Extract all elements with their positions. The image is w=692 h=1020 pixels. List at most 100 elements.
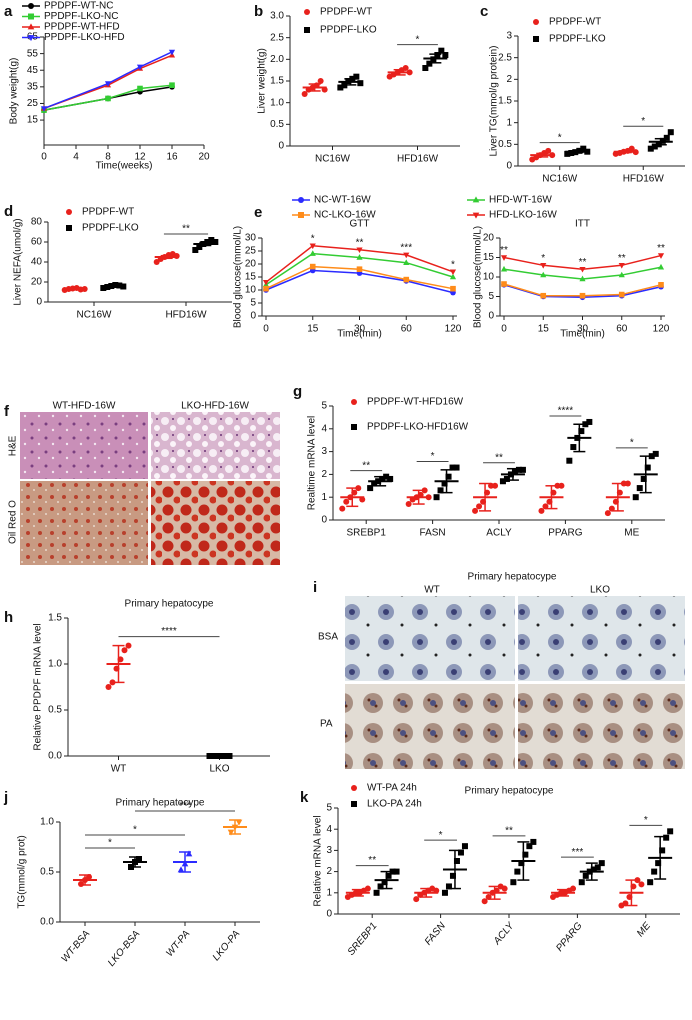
data-point <box>608 505 615 512</box>
data-point <box>578 428 585 435</box>
data-point <box>403 276 410 283</box>
legend-label: LKO-PA 24h <box>367 799 422 810</box>
data-point <box>586 418 593 425</box>
data-point <box>530 838 537 845</box>
legend-label: PPDPF-WT <box>82 207 134 218</box>
significance: * <box>311 233 315 244</box>
image-title: Primary hepatocype <box>468 572 557 583</box>
x-tick-label: FASN <box>423 920 449 948</box>
data-point <box>442 52 449 58</box>
y-tick-label: 0 <box>326 909 332 920</box>
x-tick-label: 15 <box>538 324 550 335</box>
data-point <box>227 829 235 836</box>
x-axis-label: Time(min) <box>337 329 382 340</box>
significance: * <box>541 253 545 264</box>
x-axis-label: Time(min) <box>560 329 605 340</box>
micrograph <box>345 684 515 769</box>
significance: * <box>133 825 137 836</box>
significance: * <box>416 34 420 45</box>
y-tick-label: 4 <box>326 824 332 835</box>
y-tick-label: 60 <box>31 237 43 248</box>
x-tick-label: 0 <box>263 324 269 335</box>
x-tick-label: WT <box>111 764 127 775</box>
data-point <box>580 145 587 152</box>
data-point <box>339 505 346 512</box>
column-label: LKO <box>590 585 610 596</box>
data-point <box>356 247 363 254</box>
chart-title: Primary hepatocype <box>465 786 554 797</box>
legend-marker <box>28 3 34 9</box>
data-point <box>640 475 647 482</box>
y-tick-label: 0.5 <box>48 705 62 716</box>
x-tick-label: 0 <box>41 152 47 163</box>
data-point <box>413 896 420 903</box>
data-point <box>137 85 143 92</box>
x-tick-label: NC16W <box>542 174 578 185</box>
significance: ** <box>618 253 626 264</box>
data-point <box>492 482 499 489</box>
micrograph <box>345 596 515 681</box>
data-point <box>434 52 441 58</box>
data-point <box>500 255 508 261</box>
y-tick-label: 5 <box>321 401 327 412</box>
chart-title: ITT <box>575 219 590 230</box>
data-point <box>618 271 625 278</box>
legend-label: PPDPF-LKO <box>549 34 606 45</box>
legend-marker <box>351 785 357 791</box>
x-tick-label: LKO-BSA <box>106 928 143 969</box>
x-tick-label: 20 <box>198 152 210 163</box>
panel-letter: a <box>4 3 13 20</box>
legend-label: PPDPF-WT-HFD <box>44 22 120 33</box>
data-point <box>196 244 203 250</box>
significance: ** <box>657 243 665 254</box>
data-point <box>579 292 586 299</box>
y-tick-label: 0 <box>506 161 512 172</box>
y-tick-label: 0 <box>36 297 42 308</box>
y-tick-label: 1.0 <box>270 97 284 108</box>
y-tick-label: 40 <box>31 257 43 268</box>
data-point <box>624 480 631 487</box>
x-tick-label: ME <box>624 528 639 539</box>
chart-title: Primary hepatocype <box>116 798 205 809</box>
data-point <box>570 444 577 451</box>
data-point <box>379 475 386 482</box>
x-tick-label: LKO-PA <box>211 928 243 963</box>
x-tick-label: 120 <box>445 324 462 335</box>
y-tick-label: 1.0 <box>48 659 62 670</box>
column-label: LKO-HFD-16W <box>181 401 249 412</box>
panel-letter: j <box>3 789 8 806</box>
data-point <box>136 856 142 862</box>
y-axis-label: Realtime mRNA level <box>307 416 318 510</box>
legend-label: PPDPF-WT-NC <box>44 1 113 12</box>
series-line <box>43 84 173 111</box>
data-point <box>663 134 670 141</box>
data-point <box>262 279 270 286</box>
y-tick-label: 10 <box>245 285 257 296</box>
data-point <box>40 106 48 112</box>
data-point <box>433 494 440 501</box>
y-tick-label: 10 <box>483 272 495 283</box>
data-point <box>564 150 571 157</box>
x-tick-label: PPARG <box>554 920 585 953</box>
row-label: PA <box>320 719 333 730</box>
data-point <box>481 898 488 905</box>
data-point <box>353 73 360 80</box>
significance: * <box>630 438 634 449</box>
y-tick-label: 1 <box>506 117 512 128</box>
y-tick-label: 45 <box>27 65 39 76</box>
significance: **** <box>558 406 574 417</box>
column-label: WT <box>424 585 440 596</box>
y-tick-label: 3.0 <box>270 11 284 22</box>
x-tick-label: FASN <box>420 528 446 539</box>
y-tick-label: 2.5 <box>270 32 284 43</box>
data-point <box>499 478 506 485</box>
data-point <box>356 266 363 272</box>
data-point <box>385 872 392 879</box>
x-tick-label: WT-PA <box>164 928 192 959</box>
data-point <box>377 883 384 890</box>
series-line <box>43 51 173 110</box>
data-point <box>667 129 674 136</box>
data-point <box>438 47 445 54</box>
micrograph <box>518 684 685 769</box>
data-point <box>655 860 662 867</box>
